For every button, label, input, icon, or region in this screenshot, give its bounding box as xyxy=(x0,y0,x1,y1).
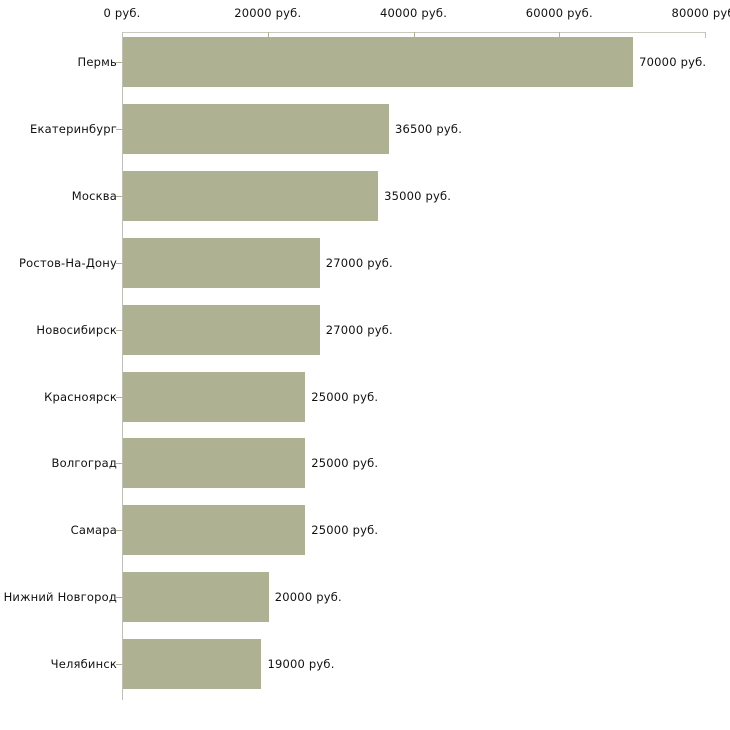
bar[interactable] xyxy=(123,371,306,422)
bar[interactable] xyxy=(123,37,634,87)
y-axis-tick xyxy=(116,329,122,331)
y-axis-tick xyxy=(116,262,122,264)
bar[interactable] xyxy=(123,304,320,355)
bar-value-label: 20000 руб. xyxy=(274,590,342,605)
x-axis-tick xyxy=(705,32,706,38)
y-axis-tick xyxy=(116,664,122,666)
bar-value-label: 25000 руб. xyxy=(311,523,379,538)
bar[interactable] xyxy=(123,237,320,288)
x-axis-tick xyxy=(122,32,123,38)
y-axis-category-label: Пермь xyxy=(77,55,117,69)
bar-value-label: 27000 руб. xyxy=(325,255,393,270)
x-axis-tick-label: 80000 руб. xyxy=(671,6,730,20)
y-axis-category-label: Волгоград xyxy=(51,456,117,471)
bar[interactable] xyxy=(123,170,379,221)
y-axis-category-label: Ростов-На-Дону xyxy=(19,255,117,270)
bar-value-label: 27000 руб. xyxy=(325,322,393,337)
x-axis-tick-label: 40000 руб. xyxy=(379,6,448,20)
y-axis-category-label: Самара xyxy=(70,523,117,538)
bar[interactable] xyxy=(123,438,306,489)
y-axis-tick xyxy=(116,396,122,398)
bar-value-label: 35000 руб. xyxy=(384,188,452,203)
y-axis-tick xyxy=(116,62,122,63)
bar-value-label: 36500 руб. xyxy=(394,121,463,136)
y-axis-category-label: Новосибирск xyxy=(36,322,117,337)
x-axis-tick-label: 20000 руб. xyxy=(234,6,302,20)
y-axis-tick xyxy=(116,597,122,599)
bar[interactable] xyxy=(123,505,306,556)
bar-value-label: 70000 руб. xyxy=(639,55,707,69)
bar[interactable] xyxy=(123,572,269,623)
y-axis-tick xyxy=(116,195,122,197)
x-axis-tick-label: 60000 руб. xyxy=(525,6,593,20)
bar[interactable] xyxy=(123,639,262,690)
bar-value-label: 19000 руб. xyxy=(267,657,335,672)
y-axis-category-label: Красноярск xyxy=(44,389,117,404)
y-axis-tick xyxy=(116,530,122,532)
x-axis-tick xyxy=(413,32,415,38)
y-axis-category-label: Москва xyxy=(71,188,117,203)
y-axis-tick xyxy=(116,463,122,465)
y-axis-line xyxy=(122,32,123,700)
y-axis-category-label: Челябинск xyxy=(50,657,117,672)
y-axis-category-label: Нижний Новгород xyxy=(3,590,117,605)
bar-value-label: 25000 руб. xyxy=(311,389,379,404)
x-axis-tick xyxy=(267,32,269,38)
bar-value-label: 25000 руб. xyxy=(311,456,379,471)
y-axis-category-label: Екатеринбург xyxy=(30,121,117,136)
bar[interactable] xyxy=(123,103,389,154)
x-axis-tick xyxy=(559,32,561,38)
x-axis-tick-label: 0 руб. xyxy=(103,6,141,20)
y-axis-tick xyxy=(116,128,122,130)
